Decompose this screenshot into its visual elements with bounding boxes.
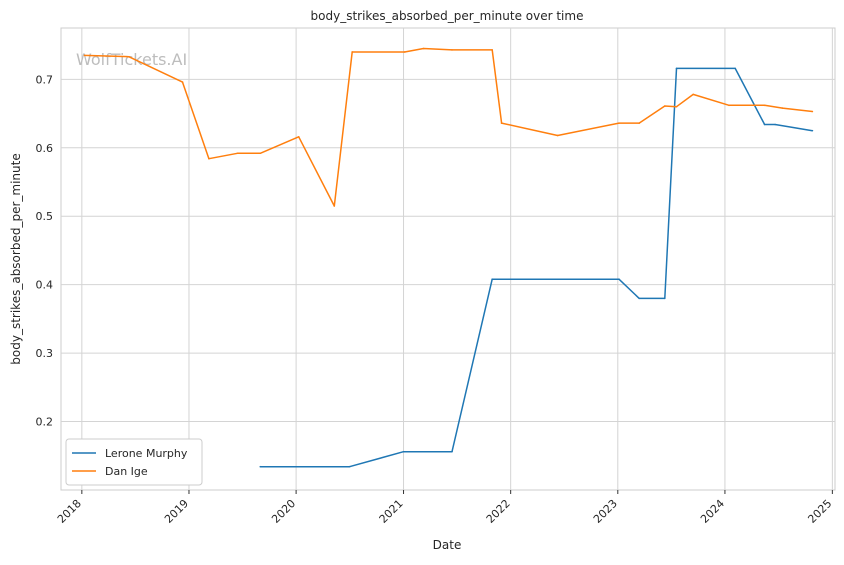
data-point-lerone-murphy (774, 123, 776, 126)
y-tick-label: 0.5 (36, 210, 54, 223)
x-tick-label: 2021 (377, 497, 406, 526)
watermark: WolfTickets.AI (76, 50, 187, 69)
y-tick-label: 0.2 (36, 416, 54, 429)
data-point-dan-ige (422, 47, 425, 50)
legend-box (65, 438, 203, 486)
data-point-lerone-murphy (638, 297, 641, 300)
series-layer (83, 47, 814, 468)
y-tick-label: 0.4 (36, 279, 54, 292)
x-tick-label: 2022 (484, 497, 513, 526)
data-point-dan-ige (675, 105, 678, 108)
data-point-lerone-murphy (734, 67, 737, 70)
data-point-dan-ige (181, 81, 184, 83)
data-point-lerone-murphy (259, 465, 262, 468)
data-point-lerone-murphy (811, 129, 814, 132)
data-point-dan-ige (83, 54, 86, 57)
x-tick-label: 2024 (698, 497, 727, 526)
data-point-lerone-murphy (763, 123, 766, 126)
x-tick-label: 2019 (162, 497, 191, 526)
data-point-lerone-murphy (402, 450, 405, 453)
data-point-dan-ige (781, 107, 784, 109)
data-point-dan-ige (128, 55, 130, 58)
data-point-lerone-murphy (675, 67, 678, 70)
x-tick-label: 2020 (269, 497, 298, 526)
legend-label-dan-ige: Dan Ige (105, 465, 148, 478)
y-tick-label: 0.3 (36, 347, 54, 360)
y-tick-label: 0.7 (36, 73, 54, 86)
data-point-lerone-murphy (618, 278, 620, 280)
data-point-dan-ige (763, 104, 766, 107)
y-tick-label: 0.6 (36, 142, 54, 155)
x-tick-label: 2023 (591, 497, 620, 526)
data-point-dan-ige (491, 49, 493, 51)
series-line-dan-ige (84, 47, 813, 207)
x-tick-label: 2025 (805, 497, 834, 526)
data-point-dan-ige (728, 104, 730, 107)
data-point-lerone-murphy (348, 465, 351, 468)
data-point-dan-ige (638, 122, 641, 124)
chart-title: body_strikes_absorbed_per_minute over ti… (311, 9, 584, 23)
plot-area (60, 27, 836, 491)
legend-label-lerone-murphy: Lerone Murphy (105, 447, 188, 460)
data-point-dan-ige (500, 122, 503, 124)
data-point-dan-ige (811, 110, 814, 113)
x-tick-label: 2018 (55, 497, 84, 526)
data-point-dan-ige (403, 51, 406, 53)
data-point-dan-ige (351, 51, 353, 53)
legend: Lerone Murphy Dan Ige (65, 438, 203, 486)
data-point-dan-ige (663, 105, 666, 107)
x-axis-label: Date (433, 538, 462, 552)
data-point-lerone-murphy (491, 278, 493, 280)
data-point-dan-ige (451, 49, 453, 51)
grid (61, 28, 835, 490)
data-point-dan-ige (297, 136, 300, 138)
data-point-dan-ige (556, 134, 559, 137)
data-point-dan-ige (618, 122, 620, 124)
data-point-lerone-murphy (451, 450, 453, 453)
data-point-dan-ige (208, 157, 210, 160)
data-point-dan-ige (692, 93, 695, 96)
data-point-lerone-murphy (663, 297, 666, 300)
data-point-dan-ige (236, 152, 239, 155)
data-point-dan-ige (333, 205, 336, 207)
data-point-dan-ige (259, 152, 262, 155)
y-axis-label: body_strikes_absorbed_per_minute (9, 153, 23, 364)
